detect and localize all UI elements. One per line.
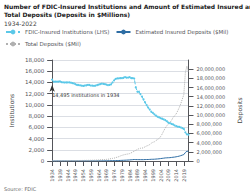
svg-text:16,000: 16,000 — [25, 68, 45, 74]
svg-text:1934: 1934 — [49, 169, 55, 182]
svg-text:1964: 1964 — [96, 169, 102, 182]
svg-text:1969: 1969 — [103, 169, 109, 182]
svg-text:2,000,000: 2,000,000 — [196, 149, 221, 155]
svg-text:1999: 1999 — [150, 169, 156, 182]
svg-text:4,000: 4,000 — [28, 136, 44, 142]
svg-text:2004: 2004 — [158, 169, 164, 182]
svg-text:6,000: 6,000 — [28, 124, 44, 130]
svg-text:8,000,000: 8,000,000 — [196, 121, 221, 127]
svg-text:18,000,000: 18,000,000 — [196, 75, 225, 81]
svg-text:18,000: 18,000 — [25, 57, 45, 63]
svg-text:10,000,000: 10,000,000 — [196, 112, 225, 118]
svg-text:20,000,000: 20,000,000 — [196, 66, 225, 72]
svg-text:14,000,000: 14,000,000 — [196, 94, 225, 100]
svg-text:14,000: 14,000 — [25, 79, 45, 85]
svg-text:8,000: 8,000 — [28, 113, 44, 119]
svg-text:12,000,000: 12,000,000 — [196, 103, 225, 109]
svg-text:1959: 1959 — [88, 169, 94, 182]
svg-text:14,495 institutions in 1934: 14,495 institutions in 1934 — [52, 92, 119, 98]
svg-text:Deposits: Deposits — [236, 97, 244, 123]
svg-text:1984: 1984 — [127, 169, 133, 182]
svg-text:1944: 1944 — [65, 169, 71, 182]
svg-text:1974: 1974 — [111, 169, 117, 182]
svg-text:2,000: 2,000 — [28, 147, 44, 153]
svg-text:Source: FDIC: Source: FDIC — [4, 186, 37, 192]
svg-text:0: 0 — [196, 158, 199, 164]
svg-text:Total Deposits (Deposits in $M: Total Deposits (Deposits in $Millions) — [4, 11, 130, 19]
svg-text:2014: 2014 — [173, 169, 179, 182]
svg-text:1934-2022: 1934-2022 — [4, 20, 37, 27]
svg-text:1954: 1954 — [80, 169, 86, 182]
svg-text:1994: 1994 — [142, 169, 148, 182]
svg-text:FDIC-Insured Institutions (LHS: FDIC-Insured Institutions (LHS) — [25, 29, 110, 35]
svg-text:Estimated Insured Deposits ($M: Estimated Insured Deposits ($Mil) — [136, 29, 229, 36]
svg-text:1949: 1949 — [72, 169, 78, 182]
svg-text:0: 0 — [41, 158, 45, 164]
svg-text:6,000,000: 6,000,000 — [196, 130, 221, 136]
svg-text:Total Deposits ($Mil): Total Deposits ($Mil) — [24, 41, 81, 48]
svg-text:16,000,000: 16,000,000 — [196, 85, 225, 91]
svg-text:10,000: 10,000 — [25, 102, 45, 108]
svg-text:1989: 1989 — [134, 169, 140, 182]
svg-text:2009: 2009 — [165, 169, 171, 182]
svg-text:1939: 1939 — [57, 169, 63, 182]
svg-text:Institutions: Institutions — [8, 94, 15, 128]
svg-text:4,000,000: 4,000,000 — [196, 140, 221, 146]
svg-text:Number of FDIC-Insured Institu: Number of FDIC-Insured Institutions and … — [4, 3, 250, 10]
svg-text:2019: 2019 — [181, 169, 187, 182]
svg-text:12,000: 12,000 — [25, 91, 45, 97]
svg-text:1979: 1979 — [119, 169, 125, 182]
